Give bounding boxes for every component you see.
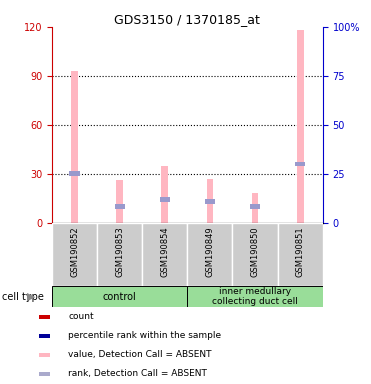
Bar xyxy=(71,71,78,223)
Bar xyxy=(39,372,50,376)
Bar xyxy=(52,286,187,307)
Text: inner medullary
collecting duct cell: inner medullary collecting duct cell xyxy=(212,287,298,306)
Bar xyxy=(116,180,123,223)
Bar xyxy=(207,179,213,223)
Bar xyxy=(39,315,50,319)
Bar xyxy=(187,286,323,307)
Bar xyxy=(39,353,50,357)
Bar xyxy=(297,30,303,223)
Bar xyxy=(161,166,168,223)
Text: control: control xyxy=(103,291,137,302)
Bar xyxy=(233,223,278,286)
Title: GDS3150 / 1370185_at: GDS3150 / 1370185_at xyxy=(114,13,260,26)
Text: GSM190851: GSM190851 xyxy=(296,226,305,276)
Bar xyxy=(278,223,323,286)
Bar xyxy=(52,223,97,286)
Bar xyxy=(97,223,142,286)
Text: GSM190852: GSM190852 xyxy=(70,226,79,276)
Bar xyxy=(160,197,170,202)
Text: percentile rank within the sample: percentile rank within the sample xyxy=(68,331,221,340)
Text: GSM190854: GSM190854 xyxy=(160,226,169,276)
Text: GSM190853: GSM190853 xyxy=(115,226,124,276)
Bar xyxy=(69,171,80,176)
Bar xyxy=(252,194,259,223)
Text: GSM190849: GSM190849 xyxy=(206,226,214,276)
Bar xyxy=(115,204,125,209)
Text: GSM190850: GSM190850 xyxy=(250,226,260,276)
Text: ▶: ▶ xyxy=(27,291,36,302)
Text: cell type: cell type xyxy=(2,291,44,302)
Text: count: count xyxy=(68,312,94,321)
Bar xyxy=(39,334,50,338)
Bar xyxy=(250,204,260,209)
Text: value, Detection Call = ABSENT: value, Detection Call = ABSENT xyxy=(68,350,211,359)
Bar xyxy=(187,223,233,286)
Bar xyxy=(295,162,305,166)
Text: rank, Detection Call = ABSENT: rank, Detection Call = ABSENT xyxy=(68,369,207,378)
Bar xyxy=(142,223,187,286)
Bar xyxy=(205,199,215,204)
